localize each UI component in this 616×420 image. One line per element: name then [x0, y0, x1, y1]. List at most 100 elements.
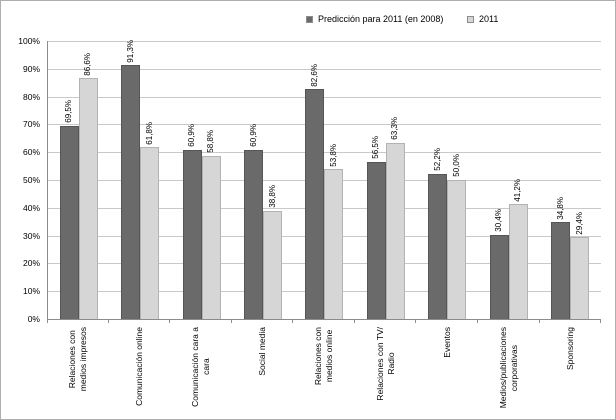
- bar-value-label: 58,8%: [206, 129, 216, 153]
- category-label-cell: Comunicación online: [109, 319, 171, 418]
- bar-value-label: 69,5%: [64, 100, 74, 123]
- bar-value-label: 41,2%: [513, 178, 523, 202]
- bar-value-label: 38,8%: [267, 185, 277, 209]
- category-label: Relaciones con medios impresos: [66, 327, 88, 392]
- bar-column: 86,6%: [78, 41, 98, 319]
- bar-column: 63,3%: [385, 41, 405, 319]
- y-tick-label: 70%: [22, 119, 40, 130]
- x-axis-labels: Relaciones con medios impresos Comunicaci…: [47, 319, 602, 418]
- plot-area: 69,5% 86,6% 91,3% 61,8% 60,9% 58,8% 60,9% 38,8%…: [47, 40, 601, 320]
- legend-label-prediccion: Predicción para 2011 (en 2008): [318, 14, 444, 24]
- bar-value-label: 29,4%: [574, 211, 584, 235]
- bar-group: 91,3% 61,8%: [109, 40, 170, 319]
- category-label-cell: Relaciones con medios impresos: [47, 319, 109, 418]
- bar-column: 52,2%: [428, 41, 448, 319]
- category-label-cell: Sponsoring: [540, 319, 602, 418]
- y-axis-labels: 0% 10% 20% 30% 40% 50% 60% 70% 80% 90% 100%: [1, 37, 47, 323]
- bar-2011: [324, 169, 344, 319]
- y-tick-label: 90%: [22, 63, 40, 74]
- bar-prediccion-2011: [244, 149, 264, 319]
- bar-column: 61,8%: [140, 41, 160, 319]
- bar-group: 69,5% 86,6%: [48, 41, 109, 319]
- bar-value-label: 60,9%: [248, 124, 258, 147]
- bar-2011: [78, 78, 98, 319]
- bar-2011: [263, 211, 283, 319]
- bar-prediccion-2011: [121, 65, 141, 319]
- bar-column: 29,4%: [570, 41, 590, 319]
- category-label: Medios/publicaciones corporativas: [497, 327, 519, 409]
- y-tick-label: 10%: [22, 285, 40, 296]
- bar-column: 53,8%: [324, 41, 344, 319]
- bar-groups: 69,5% 86,6% 91,3% 61,8% 60,9% 58,8% 60,9% 38,8%…: [48, 40, 601, 319]
- series1-swatch-icon: [306, 15, 313, 23]
- bar-value-label: 56,5%: [371, 136, 381, 159]
- category-label: Relaciones con TV/ Radio: [374, 327, 396, 401]
- category-label-cell: Relaciones con TV/ Radio: [355, 319, 417, 418]
- gridline: [48, 68, 601, 70]
- gridline: [48, 124, 601, 126]
- bar-prediccion-2011: [551, 222, 571, 319]
- y-tick-label: 0%: [27, 313, 40, 324]
- bar-value-label: 30,4%: [494, 208, 504, 232]
- category-label-cell: Medios/publicaciones corporativas: [478, 319, 540, 418]
- legend-label-2011: 2011: [479, 14, 499, 24]
- bar-group: 60,9% 58,8%: [171, 41, 232, 319]
- gridline: [48, 41, 601, 42]
- gridline: [48, 96, 601, 98]
- bar-group: 52,2% 50,0%: [417, 41, 478, 319]
- bar-2011: [447, 180, 467, 319]
- bar-prediccion-2011: [59, 125, 79, 319]
- bar-group: 30,4% 41,2%: [478, 41, 539, 319]
- category-label: Relaciones con medios online: [312, 327, 335, 386]
- y-tick-label: 20%: [22, 258, 40, 269]
- bar-column: 41,2%: [508, 41, 528, 319]
- bar-column: 56,5%: [366, 41, 386, 319]
- bar-prediccion-2011: [428, 173, 448, 319]
- y-tick-label: 100%: [18, 35, 40, 46]
- bar-value-label: 53,8%: [328, 143, 338, 167]
- gridline: [48, 152, 601, 154]
- bar-group: 34,8% 29,4%: [540, 41, 601, 319]
- bar-column: 69,5%: [59, 41, 79, 319]
- bar-column: 38,8%: [263, 41, 283, 319]
- bar-group: 82,6% 53,8%: [294, 41, 355, 319]
- y-tick-label: 40%: [22, 202, 40, 213]
- category-label-cell: Eventos: [416, 319, 478, 418]
- y-tick-label: 30%: [22, 230, 40, 241]
- bar-column: 60,9%: [182, 41, 202, 319]
- bar-value-label: 50,0%: [451, 154, 461, 177]
- bar-column: 50,0%: [447, 41, 467, 319]
- category-label: Sponsoring: [564, 327, 575, 371]
- category-label-cell: Relaciones con medios online: [293, 319, 355, 418]
- bar-column: 91,3%: [121, 40, 141, 319]
- category-label: Social media: [256, 327, 267, 376]
- bar-value-label: 86,6%: [83, 52, 93, 76]
- bar-column: 60,9%: [244, 41, 264, 319]
- bar-column: 82,6%: [305, 41, 325, 319]
- category-label: Comunicación online: [133, 327, 144, 406]
- bar-value-label: 34,8%: [555, 196, 565, 220]
- bar-2011: [140, 147, 160, 319]
- legend-item-2011: 2011: [467, 14, 498, 24]
- legend: Predicción para 2011 (en 2008) 2011: [1, 14, 615, 28]
- bar-value-label: 61,8%: [144, 121, 154, 145]
- y-tick-label: 60%: [22, 146, 40, 157]
- bar-group: 56,5% 63,3%: [355, 41, 416, 319]
- bar-value-label: 63,3%: [390, 117, 400, 141]
- bar-column: 58,8%: [201, 41, 221, 319]
- bar-2011: [201, 155, 221, 319]
- bar-value-label: 52,2%: [432, 148, 442, 171]
- bar-column: 34,8%: [551, 41, 571, 319]
- category-label: Eventos: [441, 327, 452, 358]
- category-label-cell: Comunicación cara a cara: [170, 319, 232, 418]
- bar-column: 30,4%: [489, 41, 509, 319]
- category-label-cell: Social media: [232, 319, 294, 418]
- y-tick-label: 80%: [22, 91, 40, 102]
- bar-prediccion-2011: [182, 149, 202, 319]
- series2-swatch-icon: [467, 15, 474, 23]
- bar-prediccion-2011: [489, 234, 509, 319]
- legend-item-prediccion: Predicción para 2011 (en 2008): [306, 14, 443, 24]
- bar-2011: [508, 204, 528, 319]
- bar-2011: [385, 143, 405, 319]
